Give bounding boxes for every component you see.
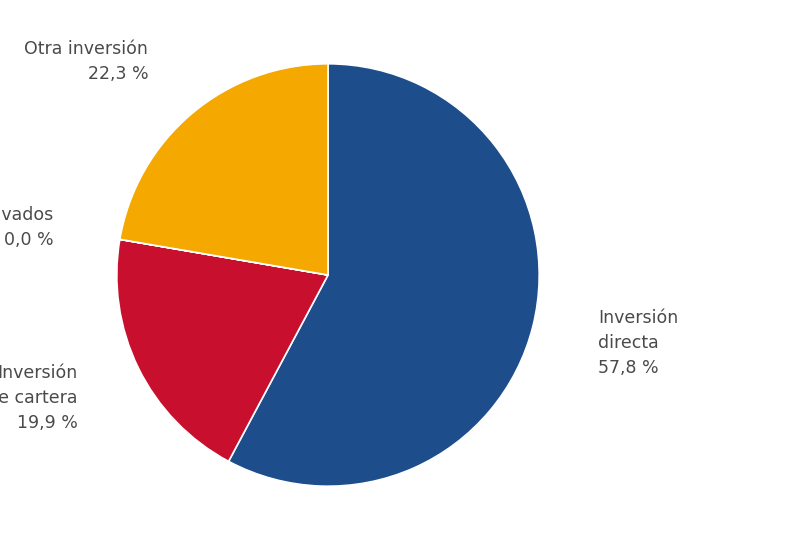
Text: Inversión
de cartera
19,9 %: Inversión de cartera 19,9 % — [0, 364, 78, 432]
Text: Inversión
directa
57,8 %: Inversión directa 57,8 % — [598, 309, 678, 377]
Wedge shape — [117, 239, 328, 461]
Wedge shape — [120, 239, 328, 275]
Wedge shape — [120, 64, 328, 275]
Wedge shape — [229, 64, 539, 486]
Text: Derivados
0,0 %: Derivados 0,0 % — [0, 206, 54, 249]
Text: Otra inversión
22,3 %: Otra inversión 22,3 % — [25, 40, 148, 84]
